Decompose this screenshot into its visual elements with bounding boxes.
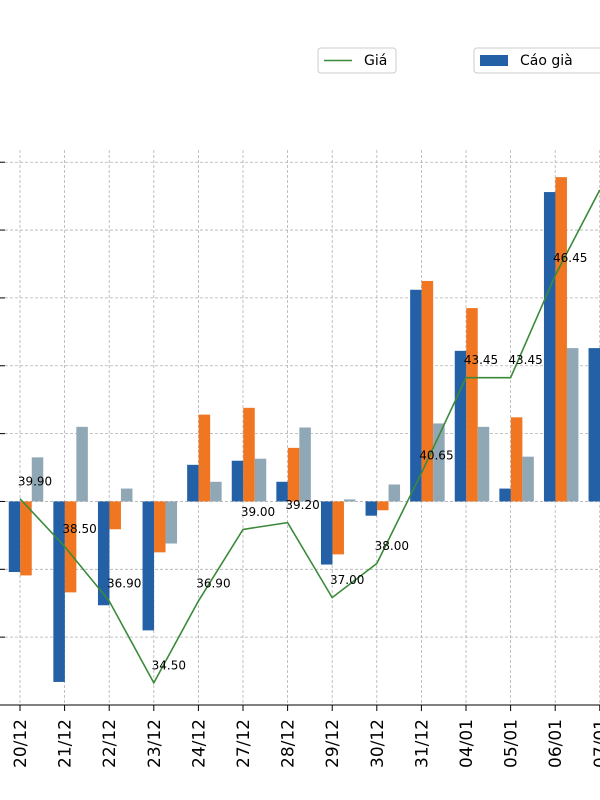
bar [510, 417, 523, 502]
value-label: 36.90 [196, 577, 230, 591]
bar [388, 484, 401, 502]
bar [433, 423, 445, 502]
x-tick-label: 29/12 [323, 719, 343, 768]
bar [210, 481, 222, 502]
legend-box [317, 47, 397, 74]
bar [555, 177, 567, 502]
bar [566, 348, 579, 502]
value-label: 38.00 [375, 539, 409, 553]
bar [53, 501, 65, 682]
bar [8, 501, 21, 573]
bar [165, 501, 178, 544]
bar [276, 481, 288, 502]
bar [109, 501, 121, 530]
x-tick-label: 27/12 [234, 719, 254, 768]
bar [76, 426, 88, 502]
value-label: 39.90 [18, 474, 52, 488]
bar [410, 289, 422, 502]
bar [142, 501, 155, 631]
bar [154, 501, 166, 553]
bar [466, 308, 478, 502]
bar [243, 407, 255, 502]
x-tick-label: 23/12 [145, 719, 165, 768]
bar [332, 501, 344, 555]
bar [377, 501, 389, 511]
value-label: 40.65 [419, 449, 453, 463]
x-tick-label: 21/12 [56, 719, 76, 768]
value-label: 43.45 [508, 353, 542, 367]
x-tick-label: 04/01 [457, 719, 477, 768]
x-tick-label: 24/12 [189, 719, 209, 768]
value-label: 37.00 [330, 573, 364, 587]
legend-label: Cáo già [520, 53, 573, 69]
x-tick-label: 07/01 [591, 719, 600, 768]
value-label: 43.45 [464, 353, 498, 367]
value-label: 39.00 [241, 505, 275, 519]
bar [64, 501, 77, 593]
legend-swatch [480, 55, 508, 66]
x-tick-label: 20/12 [11, 719, 31, 768]
x-tick-label: 05/01 [502, 719, 522, 768]
bar [522, 456, 534, 502]
bar [421, 280, 434, 502]
legend-box [473, 47, 600, 74]
bar [543, 192, 556, 502]
bar [254, 458, 267, 502]
bar [120, 488, 133, 502]
bar [477, 426, 490, 502]
bar [198, 414, 211, 502]
value-label: 46.45 [553, 251, 587, 265]
bar [187, 464, 199, 502]
x-tick-label: 30/12 [368, 719, 388, 768]
bar [97, 501, 110, 606]
bar [299, 427, 311, 502]
bar [454, 350, 467, 502]
price-line [19, 189, 600, 685]
bar [365, 501, 378, 516]
bar [588, 348, 600, 502]
bar [231, 460, 244, 502]
legend: Giá Cáo già [317, 47, 600, 74]
value-label: 36.90 [107, 577, 141, 591]
bar [31, 457, 44, 502]
legend-label: Giá [364, 53, 387, 69]
value-label: 38.50 [62, 522, 96, 536]
bar [320, 501, 333, 565]
x-tick-label: 06/01 [546, 719, 566, 768]
value-label: 34.50 [152, 658, 186, 672]
value-label: 39.20 [285, 498, 319, 512]
bar [343, 499, 356, 502]
x-tick-label: 31/12 [412, 719, 432, 768]
x-tick-label: 22/12 [100, 719, 120, 768]
bar [20, 501, 32, 576]
bar [287, 447, 300, 502]
x-tick-label: 28/12 [279, 719, 299, 768]
bar [499, 488, 511, 502]
